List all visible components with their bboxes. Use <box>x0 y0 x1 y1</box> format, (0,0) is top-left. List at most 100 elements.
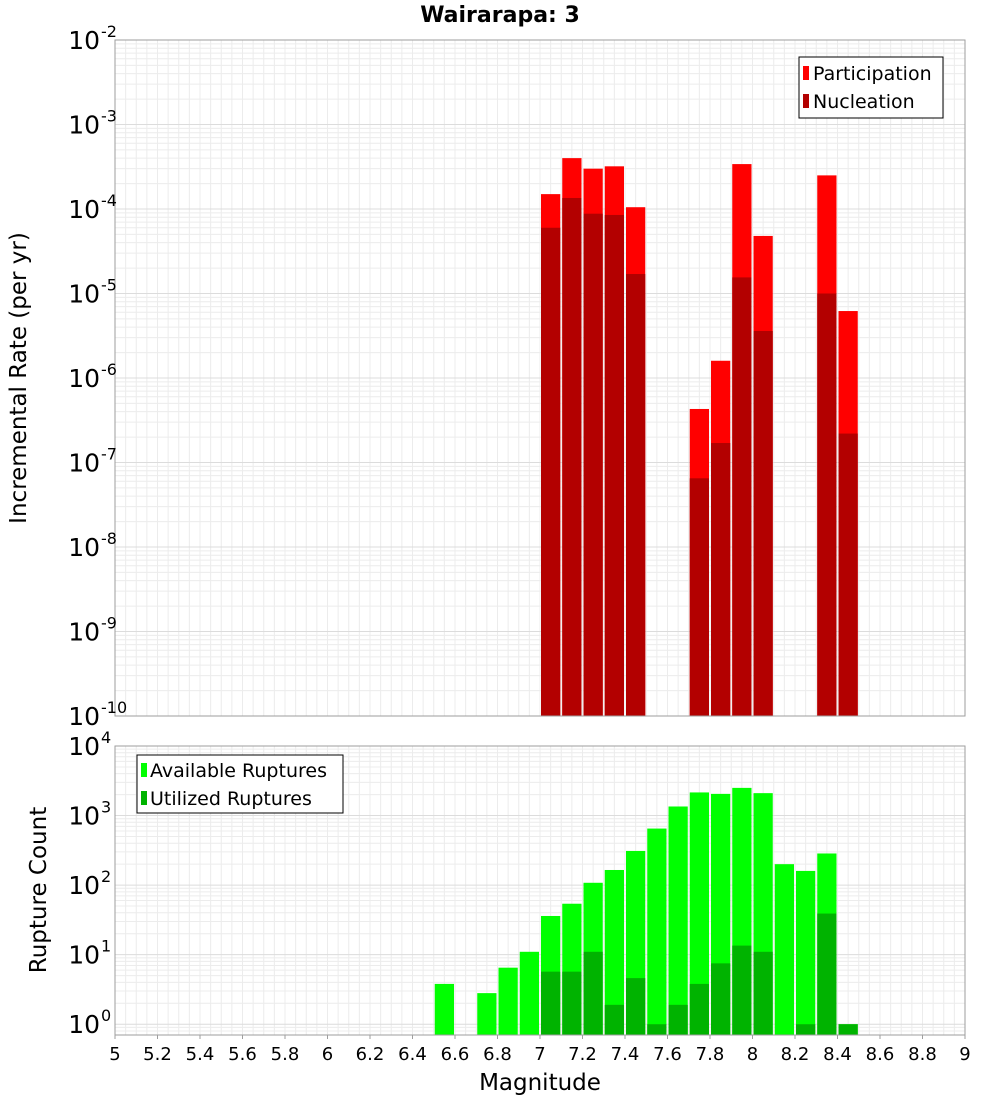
rate-y-tick-exponent: -4 <box>101 191 117 210</box>
x-tick-label: 6.4 <box>398 1044 427 1065</box>
utilized-ruptures-bar <box>689 983 709 1035</box>
x-tick-label: 7.4 <box>611 1044 640 1065</box>
nucleation-bar <box>817 293 837 716</box>
x-tick-label: 8.4 <box>823 1044 852 1065</box>
count-y-tick-exponent: 4 <box>101 728 111 747</box>
utilized-ruptures-bar <box>647 1024 667 1035</box>
x-tick-label: 7.6 <box>653 1044 682 1065</box>
x-tick-label: 8.6 <box>866 1044 895 1065</box>
rate-plot-border <box>114 39 966 717</box>
rate-y-tick-label: 10 <box>68 618 100 647</box>
rate-legend-box <box>798 56 944 119</box>
rate-bars <box>541 158 858 717</box>
nucleation-bar <box>689 478 709 716</box>
count-x-ticks: 5 5.2 5.4 5.6 5.8 6 6.2 6.4 6.6 6.8 7 7.2 7.4 7.6 7.8 8… <box>109 1035 971 1065</box>
nucleation-bar <box>838 433 858 716</box>
count-y-tick-exponent: 1 <box>101 937 111 956</box>
utilized-ruptures-bar <box>583 951 603 1035</box>
rate-y-tick-label: 10 <box>68 111 100 140</box>
x-tick-label: 5 <box>109 1044 120 1065</box>
count-y-tick-label: 10 <box>68 802 100 831</box>
rate-y-tick-exponent: -10 <box>101 698 127 717</box>
x-tick-label: 8.2 <box>781 1044 810 1065</box>
available-ruptures-bar <box>774 864 794 1035</box>
utilized-ruptures-bar <box>838 1024 858 1035</box>
nucleation-bar <box>541 227 561 716</box>
available-ruptures-bar <box>604 869 624 1035</box>
available-ruptures-bar <box>668 806 688 1035</box>
rate-legend[interactable]: Participation Nucleation <box>798 56 944 119</box>
rate-y-tick-label: 10 <box>68 702 100 731</box>
participation-legend-swatch <box>803 66 809 80</box>
utilized-ruptures-bar <box>711 963 731 1035</box>
utilized-ruptures-bar <box>753 951 773 1035</box>
x-tick-label: 7 <box>534 1044 545 1065</box>
rate-y-axis-label: Incremental Rate (per yr) <box>6 232 32 524</box>
nucleation-legend-label: Nucleation <box>813 91 915 113</box>
nucleation-bar <box>753 330 773 716</box>
nucleation-bar <box>604 214 624 716</box>
utilized-ruptures-bar <box>796 1024 816 1035</box>
rate-y-tick-exponent: -9 <box>101 614 117 633</box>
x-tick-label: 5.2 <box>143 1044 172 1065</box>
participation-legend-label: Participation <box>813 63 932 85</box>
rate-y-tick-label: 10 <box>68 280 100 309</box>
available-ruptures-bar <box>796 870 816 1035</box>
x-tick-label: 6 <box>322 1044 333 1065</box>
x-tick-label: 8.8 <box>908 1044 937 1065</box>
utilized-ruptures-legend-swatch <box>141 791 147 805</box>
count-legend-box <box>136 754 344 814</box>
available-ruptures-bar <box>498 967 518 1035</box>
count-y-tick-label: 10 <box>68 871 100 900</box>
available-ruptures-bar <box>434 983 454 1035</box>
x-tick-label: 5.6 <box>228 1044 257 1065</box>
x-tick-label: 6.8 <box>483 1044 512 1065</box>
utilized-ruptures-bar <box>626 978 646 1035</box>
nucleation-bar <box>583 213 603 716</box>
nucleation-bar <box>562 197 582 716</box>
nucleation-legend-swatch <box>803 94 809 108</box>
rate-y-tick-exponent: -6 <box>101 360 117 379</box>
x-tick-label: 5.8 <box>271 1044 300 1065</box>
rate-y-tick-label: 10 <box>68 449 100 478</box>
count-y-tick-label: 10 <box>68 1010 100 1039</box>
x-tick-label: 7.8 <box>696 1044 725 1065</box>
nucleation-bar <box>732 277 752 716</box>
rate-y-tick-label: 10 <box>68 195 100 224</box>
rate-y-tick-exponent: -3 <box>101 107 117 126</box>
count-legend[interactable]: Available Ruptures Utilized Ruptures <box>136 754 344 814</box>
rate-gridlines <box>114 39 966 717</box>
count-y-tick-exponent: 3 <box>101 798 111 817</box>
utilized-ruptures-bar <box>562 971 582 1035</box>
utilized-ruptures-bar <box>541 971 561 1035</box>
rate-y-tick-exponent: -7 <box>101 445 117 464</box>
x-tick-label: 9 <box>959 1044 970 1065</box>
rate-y-tick-label: 10 <box>68 364 100 393</box>
x-tick-label: 7.2 <box>568 1044 597 1065</box>
count-y-axis-label: Rupture Count <box>26 807 52 973</box>
count-bars <box>434 787 858 1035</box>
nucleation-bar <box>711 443 731 716</box>
rate-y-tick-exponent: -5 <box>101 276 117 295</box>
utilized-ruptures-bar <box>817 913 837 1035</box>
x-axis-label: Magnitude <box>479 1070 601 1096</box>
available-ruptures-bar <box>477 993 497 1035</box>
count-y-tick-exponent: 2 <box>101 867 111 886</box>
available-ruptures-legend-label: Available Ruptures <box>150 760 327 782</box>
utilized-ruptures-bar <box>604 1004 624 1035</box>
utilized-ruptures-legend-label: Utilized Ruptures <box>150 788 312 810</box>
count-y-tick-label: 10 <box>68 732 100 761</box>
utilized-ruptures-bar <box>668 1004 688 1035</box>
rate-y-tick-label: 10 <box>68 26 100 55</box>
count-y-tick-label: 10 <box>68 941 100 970</box>
x-tick-label: 6.2 <box>356 1044 385 1065</box>
available-ruptures-bar <box>689 792 709 1035</box>
rate-y-tick-label: 10 <box>68 533 100 562</box>
utilized-ruptures-bar <box>732 945 752 1035</box>
count-y-tick-exponent: 0 <box>101 1006 111 1025</box>
